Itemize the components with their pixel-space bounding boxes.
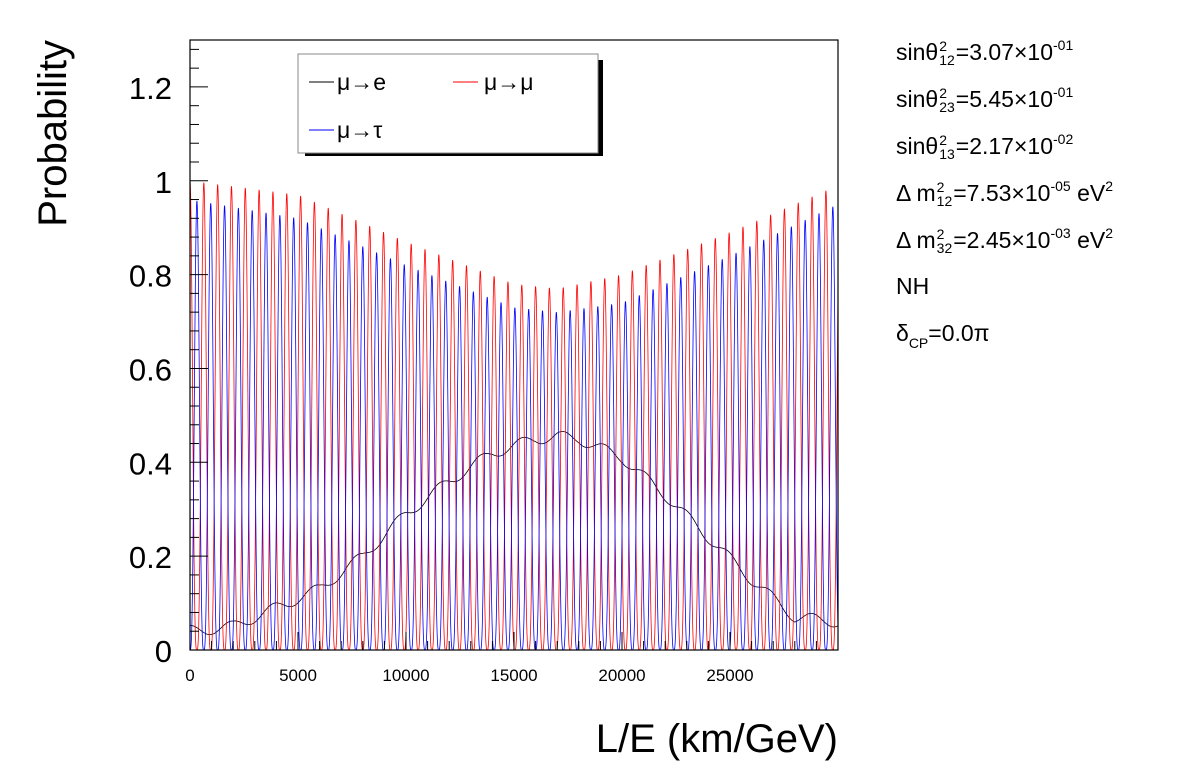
superscript: 2	[939, 85, 947, 101]
param-text: sinθ	[896, 39, 939, 66]
param-dm2-12: Δ m 2 12 =7.53×10-05 eV2	[896, 178, 1114, 211]
x-tick-label: 20000	[598, 666, 645, 685]
param-text: Δ m	[896, 180, 936, 207]
y-tick-label: 0.6	[129, 352, 172, 387]
exponent: -01	[1053, 37, 1074, 54]
param-delta-cp: δCP=0.0π	[896, 322, 1113, 352]
sup-sub: 2 12	[939, 39, 955, 67]
param-value: =2.45×10	[953, 227, 1051, 254]
exponent: -03	[1050, 225, 1071, 242]
sup-sub: 2 13	[939, 133, 955, 161]
unit-exponent: 2	[1105, 178, 1114, 195]
param-sin2-theta13: sinθ 2 13 =2.17×10-02	[896, 131, 1113, 164]
param-sin2-theta12: sinθ 2 12 =3.07×10-01	[896, 37, 1113, 70]
subscript: 32	[936, 240, 953, 256]
subscript: 13	[939, 146, 955, 162]
chart: 0 5000 10000 15000 20000 25000 0 0.2 0.4 0.6 0.8 1 1…	[31, 39, 839, 761]
subscript: CP	[908, 335, 929, 351]
x-tick-label: 10000	[382, 666, 429, 685]
legend-box	[297, 53, 599, 154]
subscript: 23	[939, 99, 955, 115]
param-sin2-theta23: sinθ 2 23 =5.45×10-01	[896, 84, 1113, 117]
y-tick-label: 1	[155, 165, 172, 200]
x-axis-label: L/E (km/GeV)	[596, 717, 838, 761]
x-tick-label: 15000	[490, 666, 537, 685]
oscillation-parameters: sinθ 2 12 =3.07×10-01 sinθ 2 23 =5.45×10-01 si…	[896, 37, 1114, 369]
param-dm2-32: Δ m 2 32 =2.45×10-03 eV2	[896, 225, 1114, 258]
y-axis-label: Probability	[31, 40, 75, 227]
exponent: -02	[1053, 131, 1074, 148]
superscript: 2	[936, 179, 945, 195]
y-tick-label: 0.8	[129, 259, 172, 294]
tick-labels: 0 5000 10000 15000 20000 25000 0 0.2 0.4 0.6 0.8 1 1…	[129, 71, 754, 685]
x-tick-label: 0	[185, 666, 194, 685]
subscript: 12	[939, 52, 955, 68]
param-value: =7.53×10	[953, 180, 1051, 207]
param-value: =0.0π	[928, 320, 990, 346]
sup-sub: 2 12	[937, 180, 953, 208]
superscript: 2	[936, 226, 945, 242]
subscript: 12	[936, 193, 953, 209]
ticks-layer	[189, 48, 839, 651]
param-text: Δ m	[896, 227, 936, 254]
y-tick-label: 0.2	[129, 540, 172, 575]
param-unit: eV	[1070, 180, 1106, 207]
param-unit: eV	[1070, 227, 1106, 254]
y-tick-label: 1.2	[129, 71, 172, 106]
legend-label-mutau: μ→τ	[337, 117, 382, 143]
param-value: =3.07×10	[955, 39, 1053, 66]
param-text: NH	[896, 273, 930, 299]
param-text: sinθ	[896, 133, 939, 160]
param-hierarchy: NH	[896, 275, 1113, 305]
exponent: -01	[1053, 84, 1074, 101]
y-tick-label: 0	[155, 634, 172, 669]
x-tick-label: 5000	[279, 666, 317, 685]
unit-exponent: 2	[1105, 225, 1114, 242]
param-text: δ	[896, 320, 909, 346]
exponent: -05	[1050, 178, 1071, 195]
param-value: =2.17×10	[955, 133, 1053, 160]
legend-label-mumu: μ→μ	[484, 69, 534, 95]
legend: μ→e μ→μ μ→τ	[297, 53, 603, 156]
legend-label-mue: μ→e	[337, 69, 386, 95]
x-tick-label: 25000	[706, 666, 753, 685]
sup-sub: 2 32	[937, 227, 953, 255]
superscript: 2	[939, 38, 947, 54]
y-tick-label: 0.4	[129, 446, 172, 481]
param-text: sinθ	[896, 86, 939, 113]
sup-sub: 2 23	[939, 86, 955, 114]
param-value: =5.45×10	[955, 86, 1053, 113]
superscript: 2	[939, 132, 947, 148]
